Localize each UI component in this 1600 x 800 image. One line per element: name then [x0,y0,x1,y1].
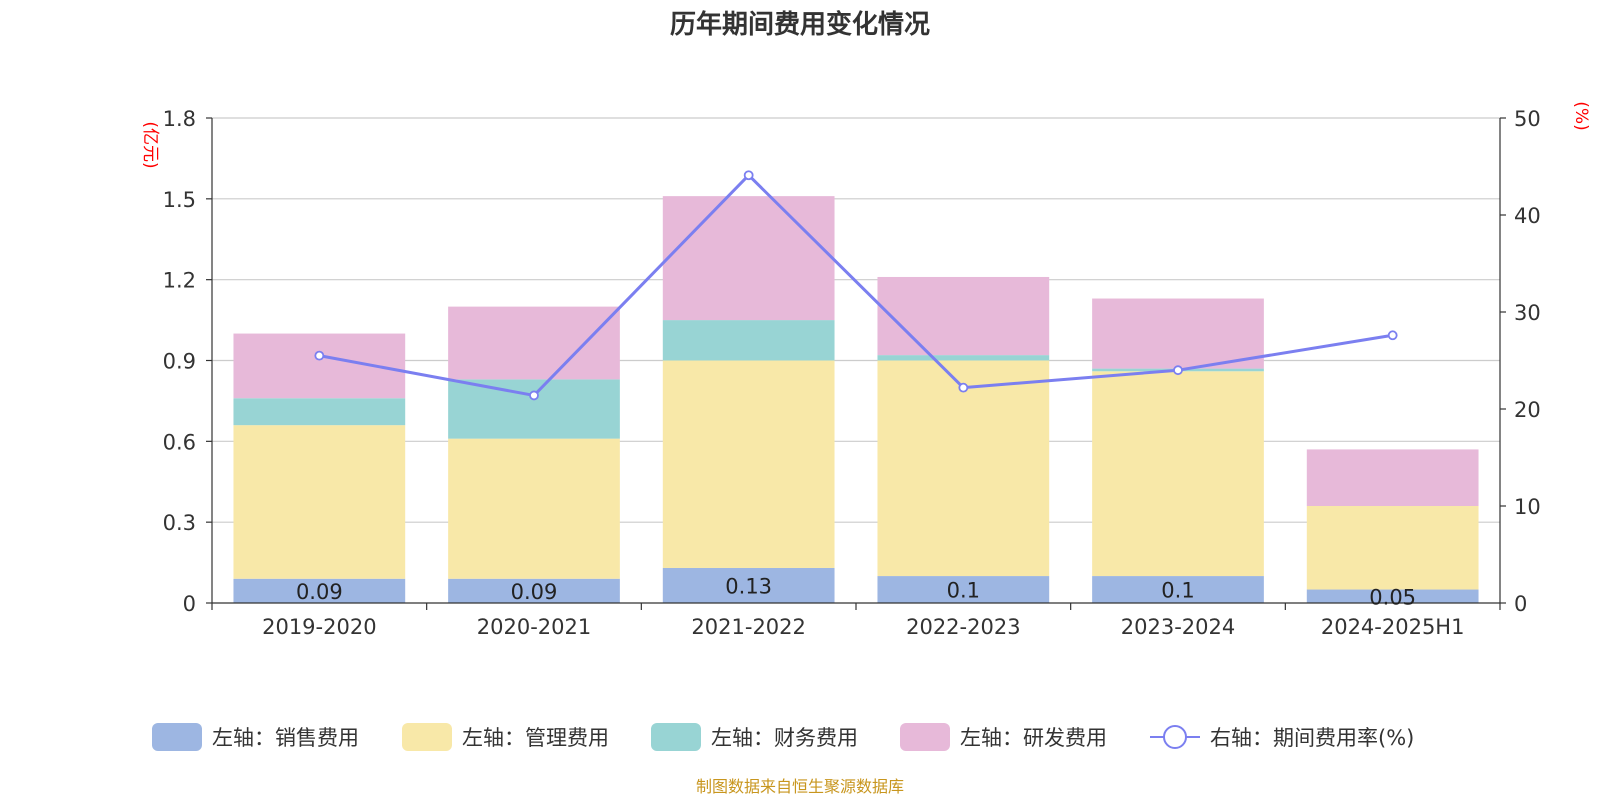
left-tick-label: 0.6 [163,430,196,454]
legend-label: 右轴：期间费用率(%) [1210,726,1414,750]
legend-label: 左轴：管理费用 [462,726,609,750]
bar-data-label: 0.09 [511,580,558,604]
rate-point [958,382,969,393]
bar-segment [662,360,835,568]
bar-data-label: 0.05 [1369,585,1416,609]
legend-label: 左轴：财务费用 [711,726,858,750]
gridlines [212,117,1500,523]
bar-segment [233,398,406,426]
rate-point [529,390,539,401]
data-labels: 0.09 0.09 0.13 0.1 0.1 0.05 [296,574,1416,609]
bar-segment [448,438,620,579]
bar-segment [877,360,1050,577]
legend-label: 左轴：销售费用 [212,726,359,750]
right-tick-label: 50 [1514,107,1541,131]
x-tick-label: 2024-2025H1 [1321,615,1465,639]
bar-segment [448,578,620,603]
legend-label: 左轴：研发费用 [960,726,1107,750]
bar-segment [662,196,835,321]
bar-data-label: 0.1 [947,579,980,603]
bar-segment [662,320,835,361]
legend-swatch [402,723,452,751]
legend-swatch [152,723,202,751]
left-tick-label: 1.5 [163,188,196,212]
source-note: 制图数据来自恒生聚源数据库 [696,777,904,796]
bar-segment [448,306,620,380]
bar-data-label: 0.09 [296,580,343,604]
bar-segment [662,567,835,603]
left-tick-label: 1.2 [163,269,196,293]
legend: 左轴：销售费用 左轴：管理费用 左轴：财务费用 左轴：研发费用 右轴：期间费用率(%) [152,723,1414,751]
x-tick-label: 2021-2022 [691,615,805,639]
rate-line-path [319,173,1393,397]
bar-segment [233,578,406,603]
bar-data-label: 0.13 [725,574,772,598]
bars [233,196,1479,603]
bar-segment [877,576,1050,603]
x-tick-label: 2023-2024 [1121,615,1235,639]
right-tick-label: 40 [1514,204,1541,228]
legend-swatch [900,723,950,751]
bar-segment [1306,449,1479,506]
rate-point [1173,365,1183,376]
chart-title: 历年期间费用变化情况 [670,9,930,40]
bar-segment [1306,506,1479,590]
rate-point [314,350,325,361]
bar-data-label: 0.1 [1161,579,1194,603]
rate-point [1387,330,1398,341]
right-tick-label: 30 [1514,301,1541,325]
right-tick-label: 20 [1514,398,1541,422]
legend-swatch-marker [1163,725,1187,749]
rate-line [314,170,1398,401]
right-tick-label: 10 [1514,495,1541,519]
left-tick-label: 0.9 [163,350,196,374]
right-axis-unit: (%) [1571,101,1591,130]
legend-swatch [651,723,701,751]
x-tick-label: 2022-2023 [906,615,1020,639]
bar-segment [877,276,1050,356]
left-tick-label: 0.3 [163,511,196,535]
axes: 0 0.3 0.6 0.9 1.2 1.5 1.8 0 10 20 30 40 50 2019-2020 2… [163,107,1541,639]
rate-point [743,170,754,181]
bar-segment [1306,589,1479,603]
bar-segment [448,379,620,439]
bar-segment [877,355,1050,361]
left-tick-label: 1.8 [163,107,196,131]
right-tick-label: 0 [1514,592,1527,616]
x-tick-label: 2020-2021 [477,615,591,639]
x-tick-label: 2019-2020 [262,615,376,639]
bar-segment [1092,576,1264,603]
bar-segment [1092,298,1264,369]
bar-segment [1092,371,1264,577]
bar-segment [233,425,406,579]
left-tick-label: 0 [183,592,196,616]
left-axis-unit: (亿元) [140,121,160,168]
